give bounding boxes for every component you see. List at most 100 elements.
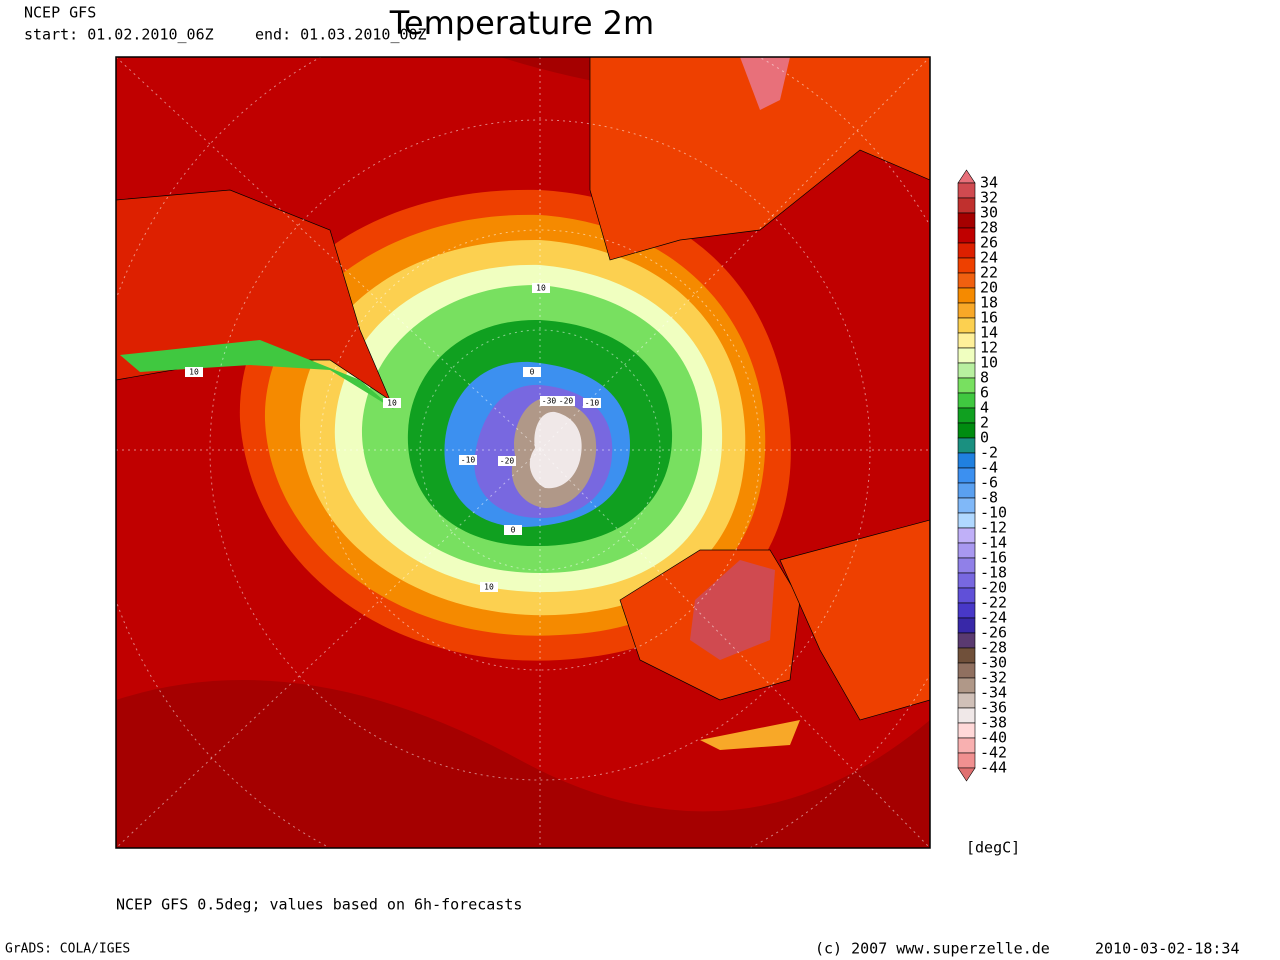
colorbar-swatch [957, 242, 976, 259]
contour-label: 0 [530, 368, 535, 377]
contour-label-box [185, 367, 203, 377]
footer-note: NCEP GFS 0.5deg; values based on 6h-fore… [116, 896, 522, 914]
contour-label: 10 [484, 583, 494, 592]
colorbar-label: -44 [980, 759, 1007, 777]
colorbar-swatch [957, 542, 976, 559]
contour-label: 10 [387, 399, 397, 408]
colorbar-label: -18 [980, 564, 1007, 582]
colorbar-swatch [957, 512, 976, 529]
colorbar-label: -8 [980, 489, 998, 507]
colorbar-label: -24 [980, 609, 1007, 627]
colorbar-label: 28 [980, 219, 998, 237]
colorbar-swatch [957, 632, 976, 649]
colorbar-swatch [957, 422, 976, 439]
colorbar-swatch [957, 212, 976, 229]
colorbar-label: 32 [980, 189, 998, 207]
contour-label: -20 [559, 397, 574, 406]
colorbar-label: 20 [980, 279, 998, 297]
colorbar-swatch [957, 362, 976, 379]
colorbar-label: -16 [980, 549, 1007, 567]
contour-label: -10 [461, 456, 476, 465]
graticule [116, 57, 930, 848]
colorbar-label: -22 [980, 594, 1007, 612]
copyright: (c) 2007 www.superzelle.de [815, 940, 1050, 958]
colorbar-label: -36 [980, 699, 1007, 717]
colorbar-label: 18 [980, 294, 998, 312]
islands [700, 720, 800, 750]
colorbar-swatch [957, 227, 976, 244]
colorbar-label: -6 [980, 474, 998, 492]
colorbar-label: -38 [980, 714, 1007, 732]
colorbar-label: 14 [980, 324, 998, 342]
title: Temperature 2m [389, 4, 654, 42]
contour-label-box [583, 398, 601, 408]
colorbar-swatch [957, 497, 976, 514]
colorbar-swatch [957, 602, 976, 619]
colorbar-swatch [957, 752, 976, 769]
colorbar-swatch [957, 617, 976, 634]
colorbar-label: -40 [980, 729, 1007, 747]
contour-label: 0 [511, 526, 516, 535]
colorbar-label: 2 [980, 414, 989, 432]
contour-label-box [383, 398, 401, 408]
colorbar-swatch [957, 557, 976, 574]
colorbar-swatch [957, 437, 976, 454]
colorbar-swatch [957, 317, 976, 334]
warm-zone [116, 680, 930, 848]
colorbar-swatch [957, 572, 976, 589]
contour-label-box [459, 455, 477, 465]
colorbar-swatch [957, 332, 976, 349]
map-frame [115, 56, 931, 849]
colorbar-swatch [957, 482, 976, 499]
colorbar-label: 10 [980, 354, 998, 372]
colorbar-label: 26 [980, 234, 998, 252]
colorbar-label: 30 [980, 204, 998, 222]
end-label: end: 01.03.2010_00Z [255, 26, 427, 44]
contour-label: 10 [189, 368, 199, 377]
colorbar-label: -4 [980, 459, 998, 477]
colorbar-label: -30 [980, 654, 1007, 672]
contour-label: -30 [542, 397, 557, 406]
contour-label: -20 [500, 457, 515, 466]
colorbar-label: -28 [980, 639, 1007, 657]
colorbar-swatch [957, 302, 976, 319]
colorbar-label: -32 [980, 669, 1007, 687]
colorbar-label: -2 [980, 444, 998, 462]
colorbar-swatch [957, 467, 976, 484]
colorbar-label: -14 [980, 534, 1007, 552]
colorbar-swatch [957, 377, 976, 394]
colorbar-label: 8 [980, 369, 989, 387]
colorbar-label: -12 [980, 519, 1007, 537]
colorbar-arrow [957, 169, 976, 184]
colorbar-swatch [957, 452, 976, 469]
colorbar-arrow [957, 767, 976, 782]
colorbar-swatch [957, 257, 976, 274]
colorbar-label: 24 [980, 249, 998, 267]
colorbar-swatch [957, 527, 976, 544]
colorbar-swatch [957, 197, 976, 214]
africa [589, 57, 930, 261]
colorbar-swatch [957, 407, 976, 424]
colorbar: 3432302826242220181614121086420-2-4-6-8-… [957, 169, 1007, 782]
contour-label-box [480, 582, 498, 592]
colorbar-label: -26 [980, 624, 1007, 642]
contour-label: -10 [585, 399, 600, 408]
colorbar-label: -20 [980, 579, 1007, 597]
colorbar-swatch [957, 707, 976, 724]
colorbar-swatch [957, 287, 976, 304]
colorbar-swatch [957, 722, 976, 739]
colorbar-swatch [957, 182, 976, 199]
contour-label-box [523, 367, 541, 377]
colorbar-label: 22 [980, 264, 998, 282]
timestamp: 2010-03-02-18:34 [1095, 940, 1240, 958]
contour-label-box [498, 456, 516, 466]
map [116, 57, 930, 848]
colorbar-swatch [957, 347, 976, 364]
contour-label-box [532, 283, 550, 293]
colorbar-label: -10 [980, 504, 1007, 522]
colorbar-swatch [957, 677, 976, 694]
colorbar-label: 12 [980, 339, 998, 357]
